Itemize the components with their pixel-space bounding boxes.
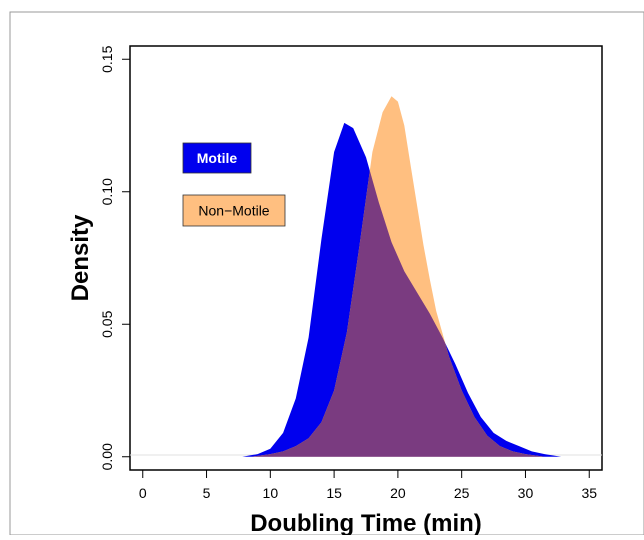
x-tick-label: 35 (581, 485, 597, 501)
x-tick-label: 0 (139, 485, 147, 501)
y-tick-label: 0.00 (99, 443, 115, 470)
x-axis-label: Doubling Time (min) (250, 510, 482, 535)
legend: Motile Non−Motile (182, 142, 286, 227)
y-tick-label: 0.15 (99, 45, 115, 72)
density-overlap-area (251, 122, 545, 457)
x-tick-label: 20 (390, 485, 406, 501)
x-tick-label: 5 (203, 485, 211, 501)
y-tick-label: 0.10 (99, 178, 115, 205)
legend-swatch-non-motile (182, 194, 286, 227)
legend-label-motile: Motile (197, 150, 238, 166)
legend-swatch-motile (182, 142, 252, 174)
plot-area-border (129, 45, 603, 471)
x-tick-label: 10 (263, 485, 279, 501)
x-tick-label: 30 (518, 485, 534, 501)
x-tick-label: 15 (326, 485, 342, 501)
x-tick-label: 25 (454, 485, 470, 501)
y-tick-label: 0.05 (99, 310, 115, 337)
y-axis-label: Density (67, 214, 94, 301)
legend-label-non-motile: Non−Motile (198, 203, 269, 219)
